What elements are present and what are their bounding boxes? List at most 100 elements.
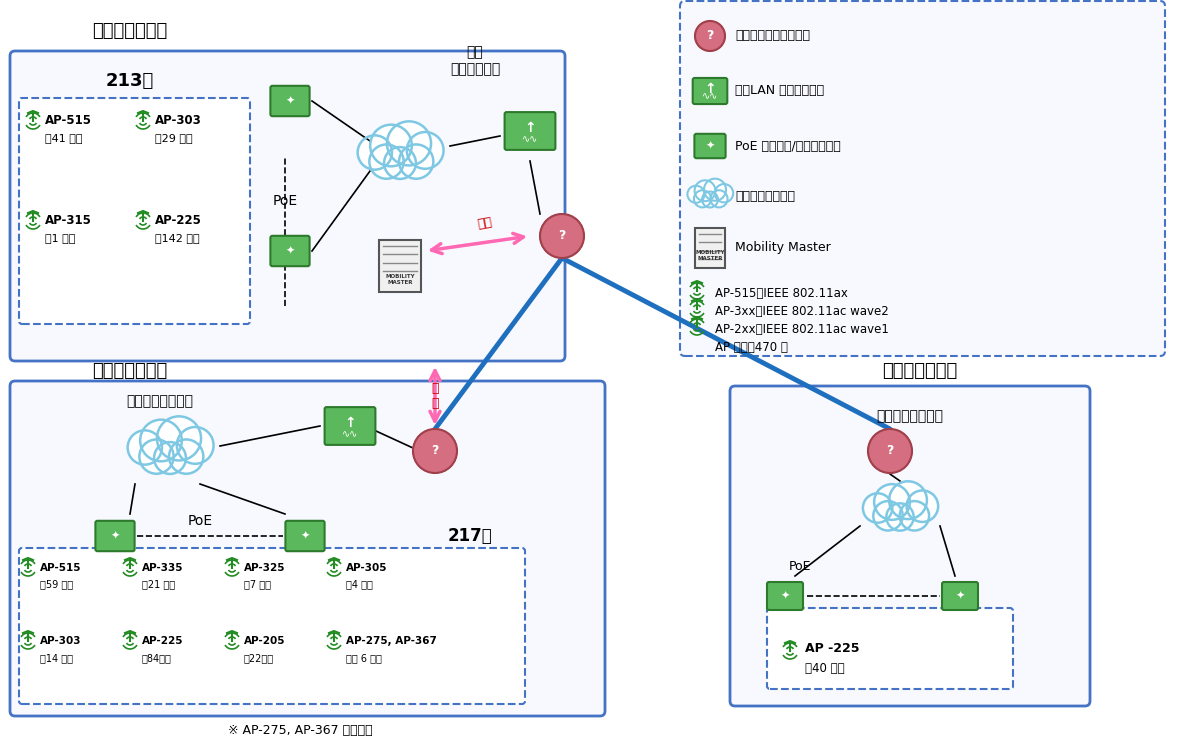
Text: 若松キャンパス: 若松キャンパス <box>882 362 958 380</box>
FancyBboxPatch shape <box>730 386 1090 706</box>
Text: AP-3xx：IEEE 802.11ac wave2: AP-3xx：IEEE 802.11ac wave2 <box>715 305 889 318</box>
Circle shape <box>139 439 174 474</box>
Text: （計 6 台）: （計 6 台） <box>346 653 381 663</box>
FancyBboxPatch shape <box>270 236 309 266</box>
Text: 飯塚キャンパス: 飯塚キャンパス <box>92 362 168 380</box>
Text: キャンパス間スイッチ: キャンパス間スイッチ <box>735 29 810 42</box>
Text: AP-325: AP-325 <box>244 563 286 573</box>
FancyBboxPatch shape <box>693 78 727 104</box>
Text: ?: ? <box>886 445 894 457</box>
Circle shape <box>887 503 914 531</box>
Circle shape <box>370 125 412 166</box>
Text: （142 台）: （142 台） <box>155 233 200 243</box>
Text: ∿∿: ∿∿ <box>702 91 718 101</box>
FancyBboxPatch shape <box>694 228 725 268</box>
Text: （22台）: （22台） <box>244 653 274 663</box>
Text: 幹線ネットワーク: 幹線ネットワーク <box>126 394 194 408</box>
Text: ∿∿: ∿∿ <box>341 429 358 438</box>
Text: ∿∿: ∿∿ <box>522 134 539 144</box>
Text: ↑: ↑ <box>704 82 716 96</box>
Text: PoE: PoE <box>188 514 213 528</box>
Text: PoE: PoE <box>789 559 811 572</box>
Circle shape <box>702 191 718 207</box>
Circle shape <box>177 427 214 463</box>
Circle shape <box>694 21 725 51</box>
FancyBboxPatch shape <box>19 98 250 324</box>
Circle shape <box>868 429 912 473</box>
FancyBboxPatch shape <box>942 582 978 610</box>
Text: AP 合計：470 台: AP 合計：470 台 <box>715 342 788 355</box>
Text: 幹線
ネットワーク: 幹線 ネットワーク <box>450 45 500 76</box>
Text: 制
御: 制 御 <box>431 382 439 410</box>
FancyBboxPatch shape <box>96 521 135 551</box>
Text: ↑: ↑ <box>524 122 536 135</box>
Text: AP-315: AP-315 <box>45 215 92 228</box>
Text: ✦: ✦ <box>300 531 309 541</box>
Circle shape <box>694 191 711 207</box>
FancyBboxPatch shape <box>766 608 1013 689</box>
Circle shape <box>387 122 431 166</box>
Text: ✦: ✦ <box>286 96 295 106</box>
Circle shape <box>907 491 938 522</box>
Circle shape <box>889 482 927 519</box>
Text: ?: ? <box>706 29 713 42</box>
Circle shape <box>154 442 185 474</box>
Text: AP-515：IEEE 802.11ax: AP-515：IEEE 802.11ax <box>715 287 848 300</box>
Text: AP -225: AP -225 <box>805 642 860 655</box>
Circle shape <box>540 214 583 258</box>
Text: 幹線ネットワーク: 幹線ネットワーク <box>876 409 944 423</box>
Text: （21 台）: （21 台） <box>142 579 175 589</box>
Text: AP-303: AP-303 <box>40 636 81 646</box>
Circle shape <box>715 184 733 203</box>
FancyBboxPatch shape <box>270 85 309 116</box>
Circle shape <box>900 501 929 531</box>
Text: AP-335: AP-335 <box>142 563 183 573</box>
Text: 213台: 213台 <box>106 72 155 90</box>
Text: ✦: ✦ <box>110 531 119 541</box>
Text: 無線LAN コントローラ: 無線LAN コントローラ <box>735 85 824 98</box>
Text: AP-205: AP-205 <box>244 636 286 646</box>
Text: AP-305: AP-305 <box>346 563 387 573</box>
Text: PoE: PoE <box>273 194 298 208</box>
FancyBboxPatch shape <box>9 51 565 361</box>
Text: 217台: 217台 <box>448 527 492 545</box>
Circle shape <box>399 144 433 178</box>
Text: ✦: ✦ <box>286 246 295 256</box>
Text: ✦: ✦ <box>781 591 790 601</box>
Circle shape <box>704 178 726 201</box>
Text: （4 台）: （4 台） <box>346 579 373 589</box>
Text: （84台）: （84台） <box>142 653 172 663</box>
Text: （7 台）: （7 台） <box>244 579 270 589</box>
Text: MOBILITY
MASTER: MOBILITY MASTER <box>385 274 415 285</box>
Text: AP-225: AP-225 <box>155 215 202 228</box>
Text: ↑: ↑ <box>344 417 355 430</box>
Text: ?: ? <box>559 230 566 243</box>
Text: ✦: ✦ <box>955 591 965 601</box>
Text: AP-225: AP-225 <box>142 636 183 646</box>
Circle shape <box>711 191 727 207</box>
Circle shape <box>694 181 716 201</box>
Text: 制御: 制御 <box>476 215 494 231</box>
Circle shape <box>370 144 404 178</box>
Text: AP-303: AP-303 <box>155 114 202 128</box>
Text: （40 台）: （40 台） <box>805 662 844 674</box>
Text: （41 台）: （41 台） <box>45 133 83 143</box>
Text: AP-2xx：IEEE 802.11ac wave1: AP-2xx：IEEE 802.11ac wave1 <box>715 324 889 336</box>
Text: AP-275, AP-367: AP-275, AP-367 <box>346 636 437 646</box>
Circle shape <box>141 420 182 461</box>
Circle shape <box>687 186 705 203</box>
Text: PoE スイッチ/インジェクタ: PoE スイッチ/インジェクタ <box>735 140 841 153</box>
Text: ✦: ✦ <box>705 141 715 151</box>
Text: Mobility Master: Mobility Master <box>735 241 830 255</box>
FancyBboxPatch shape <box>766 582 803 610</box>
Text: （59 台）: （59 台） <box>40 579 73 589</box>
FancyBboxPatch shape <box>680 1 1164 356</box>
Text: 学内ネットワーク: 学内ネットワーク <box>735 190 795 203</box>
Circle shape <box>863 494 893 522</box>
Circle shape <box>128 430 162 465</box>
Circle shape <box>384 147 416 179</box>
Circle shape <box>169 439 203 474</box>
Circle shape <box>406 132 444 169</box>
Text: AP-515: AP-515 <box>45 114 92 128</box>
FancyBboxPatch shape <box>19 548 526 704</box>
